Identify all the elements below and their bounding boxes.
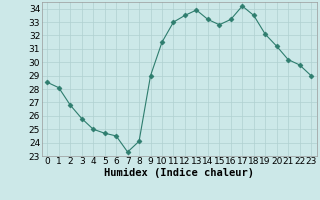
X-axis label: Humidex (Indice chaleur): Humidex (Indice chaleur) (104, 168, 254, 178)
